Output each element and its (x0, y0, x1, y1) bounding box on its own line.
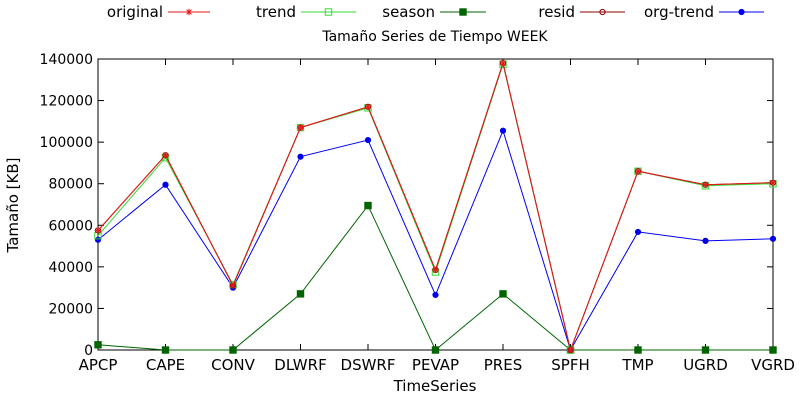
data-point (432, 291, 439, 299)
legend-item-resid: resid (538, 3, 625, 21)
legend-label: resid (538, 3, 575, 21)
series-season (94, 201, 777, 354)
series-original (94, 59, 777, 354)
plot-frame (97, 58, 774, 351)
legend-marker (599, 8, 606, 16)
data-point (296, 290, 305, 298)
series-line (97, 61, 774, 352)
y-tick-label: 140000 (40, 52, 93, 68)
series-resid (94, 60, 777, 354)
plot-border (97, 58, 774, 351)
data-point (432, 266, 439, 274)
legend-item-trend: trend (256, 3, 356, 21)
data-point (634, 168, 642, 175)
data-point (364, 103, 372, 111)
legend-item-season: season (382, 3, 486, 21)
y-tick-label: 20000 (48, 301, 93, 317)
x-tick-label: UGRD (683, 356, 728, 374)
data-point (162, 181, 169, 188)
series-line (97, 62, 774, 352)
y-axis-label: Tamaño [KB] (4, 158, 22, 254)
x-axis-label: TimeSeries (393, 377, 477, 395)
y-tick-label: 80000 (48, 177, 93, 193)
x-tick-label: CONV (211, 356, 256, 374)
data-point (229, 346, 237, 354)
x-tick-label: DSWRF (341, 356, 396, 374)
x-axis: APCP CAPE CONV DLWRF DSWRF PEVAP PRES SPFH TMP UG… (79, 59, 795, 374)
legend: original trend season resid org-trend (107, 3, 764, 21)
x-tick-label: SPFH (551, 356, 589, 374)
data-point (94, 236, 102, 243)
series-org-trend (94, 127, 777, 354)
x-tick-label: VGRD (751, 356, 795, 374)
data-point (94, 341, 102, 349)
series-layer (94, 59, 777, 354)
legend-item-org-trend: org-trend (644, 3, 764, 21)
legend-marker (185, 8, 193, 16)
legend-marker (459, 8, 467, 16)
y-tick-label: 100000 (40, 135, 93, 151)
legend-label: original (107, 3, 163, 21)
data-point (297, 153, 304, 160)
x-tick-label: DLWRF (274, 356, 326, 374)
data-point (769, 346, 777, 354)
data-point (431, 346, 440, 354)
x-tick-label: PEVAP (412, 356, 459, 374)
x-tick-label: TMP (621, 356, 653, 374)
y-tick-label: 120000 (40, 94, 93, 110)
y-axis: 0 20000 40000 60000 80000 100000 120000 140000 (40, 52, 773, 359)
data-point (364, 136, 372, 144)
data-point (499, 127, 507, 134)
data-point (769, 235, 777, 242)
series-line (97, 204, 773, 351)
series-line (97, 61, 774, 352)
y-tick-label: 40000 (48, 260, 93, 276)
data-point (364, 201, 372, 210)
data-point (702, 181, 709, 188)
data-point (499, 59, 507, 67)
chart-title: Tamaño Series de Tiempo WEEK (321, 29, 548, 45)
data-point (229, 282, 237, 289)
x-tick-label: APCP (79, 356, 118, 374)
legend-label: trend (256, 3, 296, 21)
legend-marker (324, 8, 333, 16)
data-point (701, 346, 710, 354)
x-tick-label: CAPE (146, 356, 185, 374)
y-tick-label: 0 (84, 343, 93, 359)
data-point (499, 290, 507, 298)
legend-label: org-trend (644, 3, 714, 21)
data-point (567, 346, 574, 354)
data-point (162, 152, 169, 159)
data-point (634, 228, 642, 236)
series-line (97, 129, 774, 352)
x-tick-label: PRES (484, 356, 522, 374)
legend-label: season (382, 3, 435, 21)
data-point (769, 179, 777, 186)
y-tick-label: 60000 (48, 218, 93, 234)
data-point (297, 124, 304, 131)
data-point (702, 237, 709, 244)
series-trend (94, 60, 777, 354)
data-point (161, 346, 170, 354)
legend-marker (738, 8, 745, 16)
legend-item-original: original (107, 3, 210, 21)
data-point (94, 227, 102, 234)
data-point (634, 346, 642, 354)
